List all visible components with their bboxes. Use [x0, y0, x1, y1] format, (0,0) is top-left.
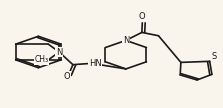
Text: N: N — [123, 36, 129, 45]
Text: S: S — [211, 52, 217, 61]
Text: O: O — [139, 13, 146, 21]
Text: N: N — [56, 48, 62, 56]
Text: CH₃: CH₃ — [34, 55, 48, 64]
Text: HN: HN — [89, 59, 102, 68]
Text: O: O — [63, 72, 70, 81]
